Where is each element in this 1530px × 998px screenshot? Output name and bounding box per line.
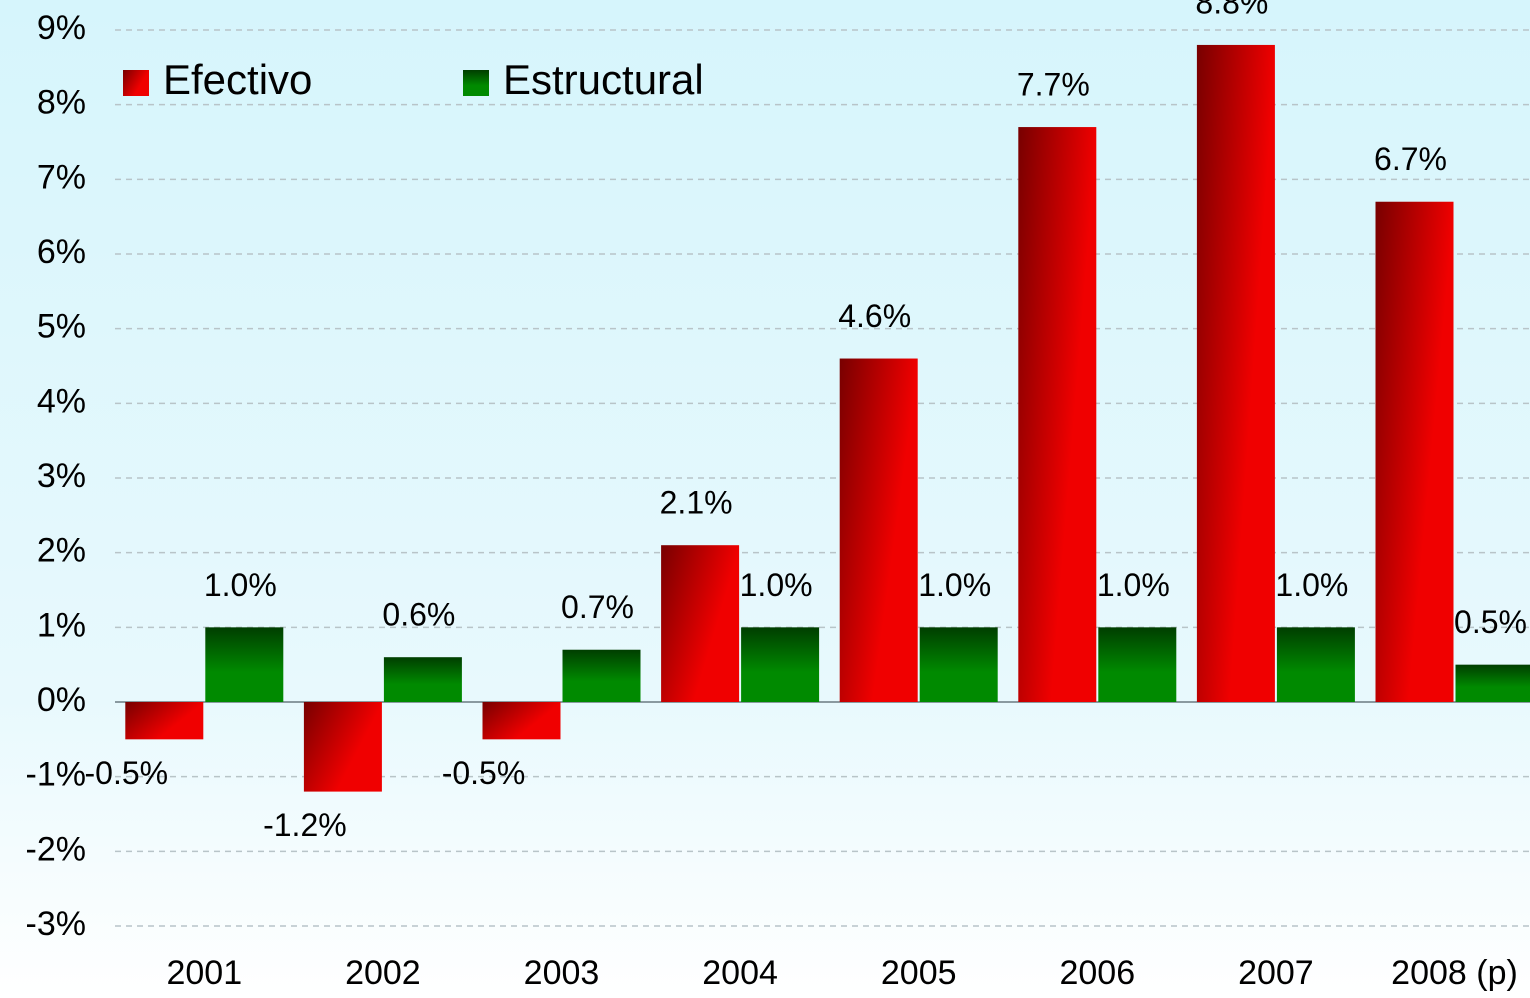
y-tick-label: 5%	[37, 308, 86, 346]
bar	[1196, 44, 1275, 702]
bar	[1455, 664, 1530, 702]
value-label: 6.7%	[1374, 141, 1447, 177]
y-tick-label: 1%	[37, 606, 86, 644]
y-tick-label: 9%	[37, 9, 86, 47]
bar	[303, 702, 382, 792]
legend-swatch	[123, 70, 149, 96]
bar	[383, 657, 462, 702]
bar	[919, 627, 998, 702]
value-label: -0.5%	[442, 755, 526, 791]
bar	[125, 702, 204, 740]
value-label: 0.7%	[561, 589, 634, 625]
x-tick-label: 2007	[1238, 954, 1314, 992]
x-tick-label: 2001	[166, 954, 242, 992]
legend-label: Efectivo	[163, 56, 312, 103]
value-label: 0.6%	[382, 597, 455, 633]
x-tick-label: 2002	[345, 954, 421, 992]
value-label: 1.0%	[918, 567, 991, 603]
value-label: 8.8%	[1195, 0, 1268, 20]
bar	[205, 627, 284, 702]
value-label: 1.0%	[204, 567, 277, 603]
x-tick-label: 2008 (p)	[1391, 954, 1518, 992]
x-tick-label: 2006	[1059, 954, 1135, 992]
legend-label: Estructural	[503, 56, 704, 103]
bar	[741, 627, 820, 702]
y-tick-label: 6%	[37, 233, 86, 271]
x-tick-label: 2004	[702, 954, 778, 992]
y-tick-label: 0%	[37, 681, 86, 719]
value-label: -1.2%	[263, 807, 347, 843]
legend-swatch	[463, 70, 489, 96]
bar	[482, 702, 561, 740]
y-tick-label: 4%	[37, 382, 86, 420]
y-tick-label: 7%	[37, 158, 86, 196]
x-tick-label: 2003	[524, 954, 600, 992]
y-tick-label: 3%	[37, 457, 86, 495]
y-tick-label: 2%	[37, 532, 86, 570]
y-tick-label: 8%	[37, 84, 86, 122]
bar	[1375, 201, 1454, 702]
bar	[661, 545, 740, 702]
value-label: 2.1%	[660, 485, 733, 521]
value-label: 1.0%	[740, 567, 813, 603]
value-label: 1.0%	[1275, 567, 1348, 603]
y-tick-label: -1%	[26, 756, 86, 794]
value-label: 1.0%	[1097, 567, 1170, 603]
value-label: -0.5%	[85, 755, 169, 791]
bar	[1098, 627, 1177, 702]
bar	[839, 358, 918, 702]
y-tick-label: -2%	[26, 830, 86, 868]
value-label: 4.6%	[838, 298, 911, 334]
x-tick-label: 2005	[881, 954, 957, 992]
y-tick-label: -3%	[26, 905, 86, 943]
bar	[1276, 627, 1355, 702]
bar	[562, 649, 641, 702]
bar	[1018, 127, 1097, 703]
value-label: 0.5%	[1454, 604, 1527, 640]
value-label: 7.7%	[1017, 67, 1090, 103]
